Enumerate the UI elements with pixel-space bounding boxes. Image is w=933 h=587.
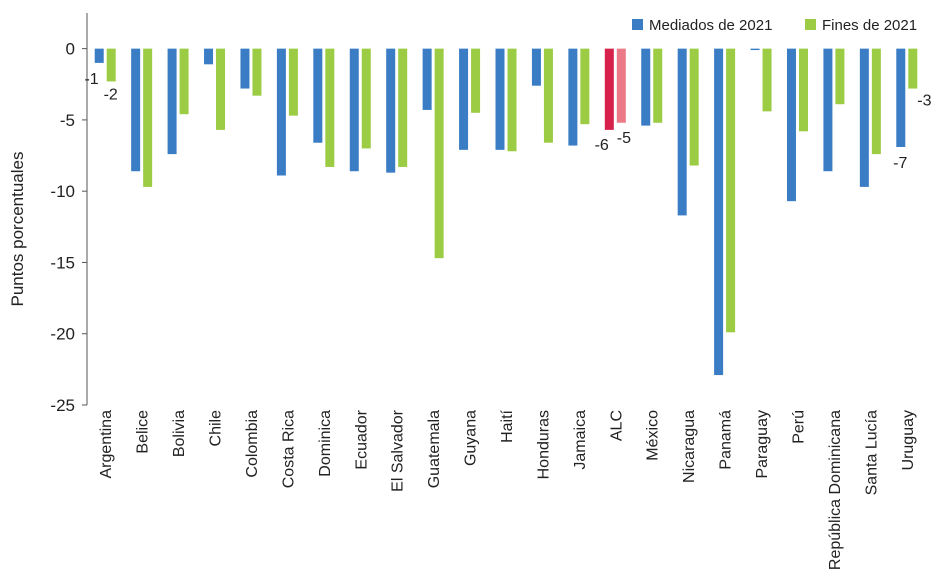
category-label: ALC [608, 410, 625, 441]
labels-layer: -1 -2 Argentina Belice Bolivia Chile Colombia C… [84, 71, 931, 570]
bar-mediados [495, 48, 505, 150]
bar-fines [143, 48, 153, 187]
data-label: -3 [917, 93, 931, 110]
bar-mediados [240, 48, 250, 89]
category-label: Colombia [244, 410, 261, 478]
bar-fines [288, 48, 298, 116]
bar-mediados [641, 48, 651, 126]
bar-fines [179, 48, 189, 115]
bar-fines [726, 48, 736, 333]
category-label: El Salvador [390, 409, 407, 491]
category-label: Guyana [463, 410, 480, 466]
category-label: Guatemala [426, 410, 443, 488]
category-label: Santa Lucía [863, 410, 880, 496]
bar-fines [543, 48, 553, 143]
bar-mediados [859, 48, 869, 187]
bar-mediados [531, 48, 541, 86]
bars-layer [94, 48, 918, 376]
data-label: -6 [595, 137, 609, 154]
legend: Mediados de 2021 Fines de 2021 [632, 17, 917, 34]
axes-layer: 0 -5 -10 -15 -20 -25 Puntos porcentuales [8, 13, 88, 415]
category-label: Ecuador [353, 409, 370, 469]
bar-mediados [131, 48, 141, 172]
bar-fines [653, 48, 663, 123]
bar-fines [908, 48, 918, 89]
category-label: Paraguay [754, 410, 771, 479]
category-label: Jamaica [572, 410, 589, 470]
bar-mediados [714, 48, 724, 376]
category-label: República Dominicana [827, 410, 844, 570]
bar-fines [689, 48, 699, 166]
legend-label-fines: Fines de 2021 [822, 17, 917, 34]
legend-label-mediados: Mediados de 2021 [649, 17, 772, 34]
y-tick-label: -25 [50, 396, 75, 415]
category-label: Costa Rica [280, 410, 297, 488]
bar-mediados [568, 48, 578, 146]
bar-mediados [204, 48, 214, 65]
bar-fines [106, 48, 116, 82]
category-label: Haití [499, 409, 516, 442]
bar-mediados [313, 48, 323, 143]
bar-fines [871, 48, 881, 155]
bar-fines [325, 48, 335, 167]
bar-mediados [604, 48, 614, 130]
bar-fines [398, 48, 408, 167]
bar-mediados [786, 48, 796, 202]
category-label: Chile [208, 410, 225, 447]
bar-fines [361, 48, 371, 149]
bar-mediados [276, 48, 286, 176]
bar-mediados [823, 48, 833, 172]
category-label: Bolivia [171, 410, 188, 457]
bar-mediados [349, 48, 359, 172]
legend-swatch-fines [805, 19, 816, 30]
y-tick-label: 0 [66, 40, 75, 59]
data-label: -1 [84, 71, 98, 88]
bar-mediados [896, 48, 906, 147]
data-label: -2 [104, 86, 118, 103]
category-label: Belice [135, 410, 152, 454]
y-tick-label: -10 [50, 182, 75, 201]
bar-fines [762, 48, 772, 112]
bar-mediados [750, 48, 760, 51]
category-label: Nicaragua [681, 410, 698, 483]
bar-mediados [677, 48, 687, 216]
bar-fines [507, 48, 517, 152]
bar-mediados [386, 48, 396, 173]
bar-fines [252, 48, 262, 96]
y-tick-label: -20 [50, 325, 75, 344]
bar-fines [434, 48, 444, 259]
bar-fines [835, 48, 845, 105]
data-label: -7 [893, 155, 907, 172]
category-label: Uruguay [900, 410, 917, 470]
bar-fines [616, 48, 626, 123]
bar-mediados [459, 48, 469, 150]
category-label: México [645, 410, 662, 461]
bar-mediados [94, 48, 104, 63]
bar-fines [798, 48, 808, 132]
bar-mediados [422, 48, 432, 110]
y-axis-title: Puntos porcentuales [8, 152, 27, 307]
y-tick-label: -15 [50, 253, 75, 272]
bar-fines [580, 48, 590, 125]
bar-fines [216, 48, 226, 130]
category-label: Argentina [98, 410, 115, 479]
data-label: -5 [617, 130, 631, 147]
bar-fines [471, 48, 481, 113]
category-label: Dominica [317, 410, 334, 477]
category-label: Perú [790, 410, 807, 444]
category-label: Panamá [718, 410, 735, 470]
category-label: Honduras [535, 410, 552, 479]
bar-mediados [167, 48, 177, 155]
legend-swatch-mediados [632, 19, 643, 30]
y-tick-label: -5 [60, 111, 75, 130]
